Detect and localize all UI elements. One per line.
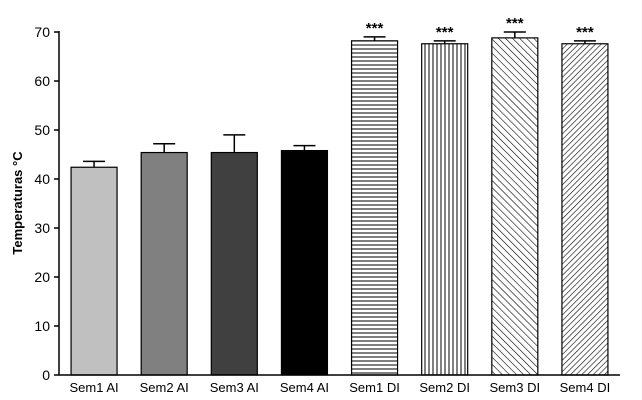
y-tick-label: 60 [34, 73, 50, 89]
bar-series [70, 37, 609, 376]
y-tick-label: 0 [42, 367, 50, 383]
x-category-label: Sem4 DI [560, 380, 611, 395]
y-tick-label: 70 [34, 24, 50, 40]
bar [491, 37, 539, 376]
x-axis-labels: Sem1 AI Sem2 AI Sem3 AI Sem4 AI Sem1 DI Sem2 … [69, 380, 610, 395]
y-tick-label: 30 [34, 220, 50, 236]
bar [280, 149, 329, 376]
error-bars [83, 31, 596, 168]
x-category-label: Sem2 AI [140, 380, 189, 395]
y-axis-title: Temperaturas °C [10, 151, 25, 255]
significance-label: *** [576, 24, 594, 41]
y-axis-ticks: 0 10 20 30 40 50 60 70 [34, 24, 59, 383]
x-category-label: Sem2 DI [419, 380, 470, 395]
x-category-label: Sem1 DI [349, 380, 400, 395]
y-tick-label: 40 [34, 171, 50, 187]
bar [140, 151, 188, 376]
y-tick-label: 50 [34, 122, 50, 138]
y-tick-label: 10 [34, 318, 50, 334]
bar [70, 166, 118, 376]
significance-label: *** [436, 24, 454, 41]
x-category-label: Sem1 AI [69, 380, 118, 395]
bar [421, 43, 469, 376]
significance-label: *** [366, 20, 384, 37]
x-category-label: Sem3 AI [210, 380, 259, 395]
bar [561, 43, 609, 376]
significance-labels: *** *** *** *** [366, 15, 594, 41]
x-category-label: Sem4 AI [280, 380, 329, 395]
x-category-label: Sem3 DI [490, 380, 541, 395]
bar [350, 40, 399, 376]
bar [210, 151, 258, 376]
y-tick-label: 20 [34, 269, 50, 285]
significance-label: *** [506, 15, 524, 32]
